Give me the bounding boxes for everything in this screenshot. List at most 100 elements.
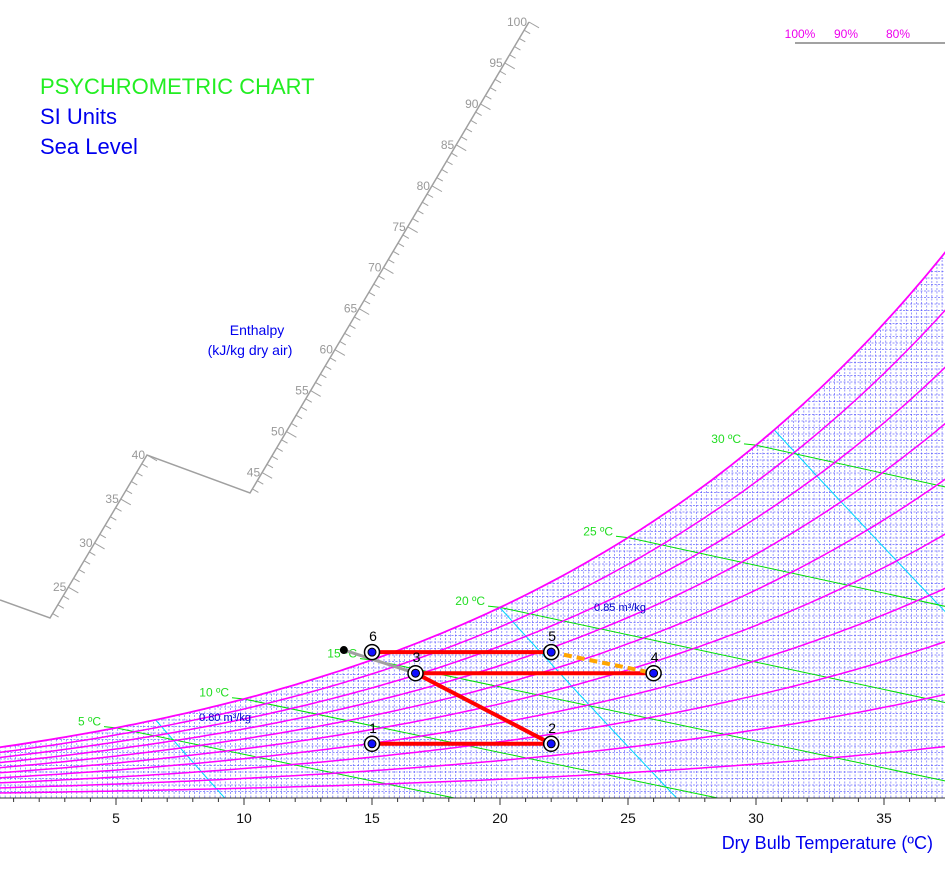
state-point-marker <box>411 668 421 678</box>
enthalpy-tick <box>257 480 264 485</box>
x-tick-label: 35 <box>876 810 892 826</box>
enthalpy-tick-label: 60 <box>320 343 334 357</box>
enthalpy-tick <box>99 533 107 539</box>
state-point-marker <box>649 668 659 678</box>
enthalpy-tick <box>286 431 297 438</box>
enthalpy-tick <box>480 103 491 111</box>
enthalpy-tick-label: 85 <box>441 138 455 152</box>
enthalpy-tick <box>358 308 370 315</box>
process-line <box>550 650 655 676</box>
state-point-label: 3 <box>413 649 421 665</box>
enthalpy-tick <box>83 560 91 565</box>
enthalpy-tick <box>499 70 507 76</box>
state-point-label: 4 <box>651 649 659 665</box>
rh-curve <box>0 693 945 789</box>
enthalpy-tick <box>339 341 347 346</box>
enthalpy-tick <box>509 54 516 59</box>
enthalpy-tick-label: 30 <box>79 536 93 550</box>
x-axis: 5 10 15 20 25 30 35 <box>0 797 945 826</box>
enthalpy-tick <box>73 577 80 583</box>
enthalpy-tick <box>329 357 337 362</box>
x-tick-label: 5 <box>112 810 120 826</box>
enthalpy-tick <box>300 406 308 411</box>
enthalpy-tick <box>519 37 526 43</box>
x-axis-label: Dry Bulb Temperature (ºC) <box>722 833 933 853</box>
state-point-label: 6 <box>369 628 377 644</box>
process-line <box>343 648 416 675</box>
enthalpy-tick <box>402 234 410 239</box>
chart-subtitle-units: SI Units <box>40 104 118 129</box>
enthalpy-tick <box>451 152 458 157</box>
rh-curve <box>0 533 945 774</box>
enthalpy-tick <box>125 489 133 495</box>
enthalpy-tick <box>523 29 531 35</box>
enthalpy-tick <box>295 414 303 420</box>
enthalpy-tick <box>334 349 346 356</box>
enthalpy-tick <box>115 507 122 512</box>
wet-bulb-line <box>115 727 455 799</box>
enthalpy-tick <box>514 46 521 51</box>
enthalpy-tick <box>407 226 418 234</box>
wet-bulb-line <box>371 659 945 782</box>
enthalpy-title: Enthalpy <box>230 322 284 338</box>
enthalpy-unit: (kJ/kg dry air) <box>208 342 293 358</box>
wet-bulb-line <box>499 606 945 704</box>
relative-humidity-curves: 100% 90% 80% <box>0 27 945 794</box>
enthalpy-tick <box>475 111 482 117</box>
enthalpy-tick <box>412 218 419 223</box>
enthalpy-tick <box>276 447 283 452</box>
wet-bulb-line <box>755 444 945 488</box>
enthalpy-tick <box>120 498 132 506</box>
enthalpy-tick <box>470 119 478 125</box>
x-tick-label: 10 <box>236 810 252 826</box>
chart-annotations: Enthalpy (kJ/kg dry air) Dry Bulb Temper… <box>208 322 933 853</box>
x-tick-label: 30 <box>748 810 764 826</box>
enthalpy-tick <box>52 613 59 618</box>
rh-curve <box>0 251 945 749</box>
enthalpy-tick <box>455 144 467 152</box>
enthalpy-tick <box>397 242 405 248</box>
enthalpy-tick <box>460 136 468 141</box>
enthalpy-tick <box>431 185 443 193</box>
enthalpy-tick <box>131 480 138 486</box>
enthalpy-tick <box>494 78 502 84</box>
enthalpy-tick <box>136 472 143 477</box>
enthalpy-tick <box>110 516 117 521</box>
chart-title-block: PSYCHROMETRIC CHART SI Units Sea Level <box>40 72 315 162</box>
enthalpy-tick <box>485 95 492 100</box>
enthalpy-tick <box>378 275 385 280</box>
rh-curve <box>0 309 945 754</box>
wet-bulb-label: 20 ºC <box>455 594 485 608</box>
enthalpy-tick <box>281 439 288 444</box>
enthalpy-tick <box>320 373 327 379</box>
wet-bulb-line <box>243 698 718 799</box>
rh-label: 100% <box>785 27 816 41</box>
enthalpy-tick <box>368 291 376 297</box>
chart-subtitle-altitude: Sea Level <box>40 134 138 159</box>
enthalpy-tick <box>324 365 332 370</box>
wet-bulb-leader <box>743 443 757 446</box>
enthalpy-tick <box>271 455 279 461</box>
enthalpy-tick-label: 65 <box>344 302 358 316</box>
wet-bulb-leader <box>487 605 501 608</box>
state-points: 1 2 3 4 5 6 <box>339 628 662 753</box>
wet-bulb-label: 10 ºC <box>199 686 229 700</box>
enthalpy-tick <box>344 332 351 338</box>
wet-bulb-line <box>627 537 945 607</box>
process-lines <box>343 648 655 746</box>
state-point-marker <box>367 647 377 657</box>
enthalpy-tick <box>78 569 86 574</box>
enthalpy-tick <box>392 250 400 256</box>
enthalpy-tick <box>426 193 434 198</box>
x-tick-label: 20 <box>492 810 508 826</box>
enthalpy-tick <box>436 177 444 182</box>
enthalpy-tick <box>62 595 70 600</box>
state-point-marker <box>367 739 377 749</box>
enthalpy-tick <box>383 267 394 274</box>
enthalpy-scale: 25 30 35 40 45 50 55 60 65 70 75 80 85 90 95 100 <box>0 15 540 619</box>
enthalpy-tick <box>388 259 395 264</box>
enthalpy-tick <box>252 488 259 493</box>
enthalpy-tick <box>441 169 448 174</box>
rh-label: 80% <box>886 27 910 41</box>
